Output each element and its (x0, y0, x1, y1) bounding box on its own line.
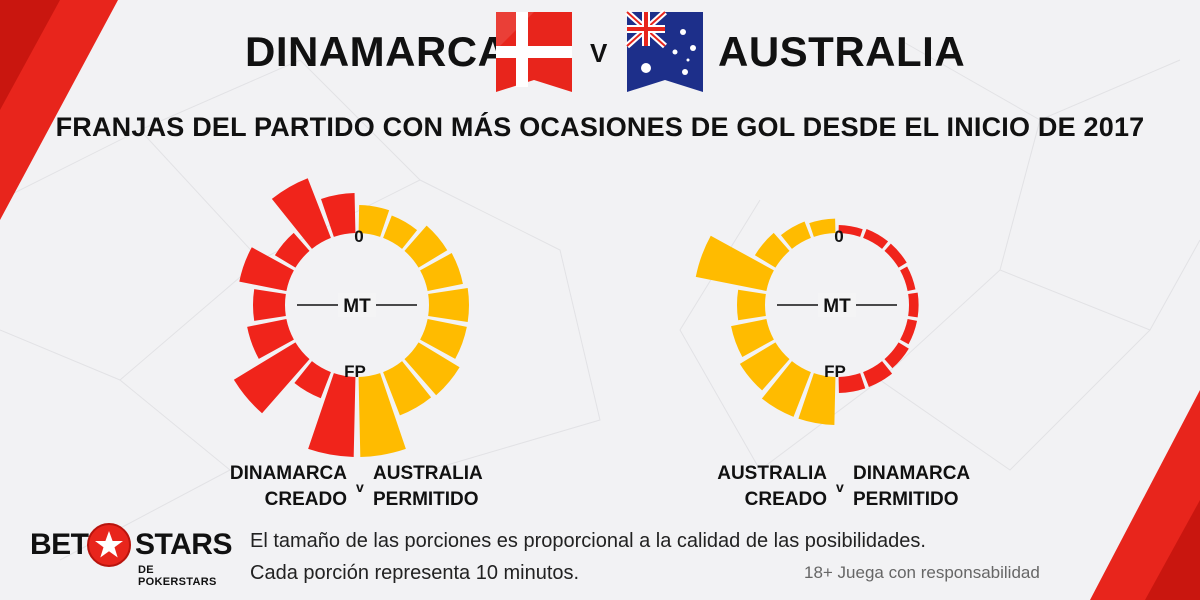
chart1-right-slice-9 (358, 373, 406, 457)
chart1-left-caption-line1: DINAMARCA (229, 463, 347, 484)
chart1-left-slice-1 (320, 193, 356, 237)
chart2-right-caption: DINAMARCA PERMITIDO (853, 461, 970, 513)
versus-label: V (590, 38, 608, 68)
chart2-left-slice-1 (809, 218, 836, 237)
chart2-left-caption: AUSTRALIA CREADO (690, 461, 827, 513)
chart2-right-slice-4 (900, 266, 916, 291)
chart2-right-slice-1 (838, 225, 863, 237)
chart1-right-caption: AUSTRALIA PERMITIDO (373, 461, 483, 513)
chart1-right-slice-3 (404, 225, 448, 268)
chart1-right-slice-1 (358, 205, 390, 237)
logo-stars-text: STARS (135, 528, 232, 561)
chart2-right-caption-line2: PERMITIDO (853, 489, 959, 510)
denmark-flag-icon (496, 12, 572, 92)
chart1-right-slice-5 (428, 287, 470, 323)
chart2-left-slice-6 (731, 319, 774, 357)
chart1-halftime-label-bg (338, 293, 376, 317)
betstars-logo: BET STARS DE POKERSTARS (30, 520, 235, 588)
chart2-caption-vs: v (836, 479, 844, 495)
logo-subtitle: DE POKERSTARS (138, 564, 217, 588)
chart2-start-label: 0 (834, 227, 843, 246)
chart2-left-slice-4 (695, 235, 774, 291)
chart1-right-slice-8 (383, 361, 432, 416)
chart1-left-slice-7 (233, 342, 310, 414)
chart2-left-slice-7 (739, 342, 790, 391)
chart2-end-label: FP (824, 362, 846, 381)
chart2-right-slice-8 (863, 361, 893, 388)
responsible-gaming-notice: 18+ Juega con responsabilidad (804, 563, 1040, 582)
chart2-right-caption-line1: DINAMARCA (853, 463, 971, 484)
chart2-halftime-label: MT (823, 296, 851, 317)
footnote-line1: El tamaño de las porciones es proporcion… (250, 530, 926, 552)
chart2-left-slice-3 (754, 232, 790, 268)
chart2-left-slice-8 (761, 361, 811, 417)
chart1-right-slice-4 (420, 253, 463, 291)
chart1-halftime-label: MT (343, 296, 371, 317)
chart2-left-slice-2 (780, 221, 811, 249)
star-badge-icon (87, 523, 131, 567)
chart1-left-slice-6 (247, 319, 294, 359)
chart1-left-slice-9 (308, 373, 356, 457)
chart2-left-caption-line2: CREADO (744, 489, 827, 510)
chart1-left-caption-line2: CREADO (264, 489, 347, 510)
chart1-end-label: FP (344, 362, 366, 381)
radial-chart-2: 0 MT FP (695, 218, 919, 425)
chart1-right-caption-line2: PERMITIDO (373, 489, 479, 510)
chart1-right-caption-line1: AUSTRALIA (373, 463, 483, 484)
chart2-right-slice-5 (908, 292, 919, 318)
chart1-left-slice-5 (253, 289, 286, 321)
chart2-halftime-label-bg (818, 293, 856, 317)
team2-title: AUSTRALIA (718, 28, 966, 75)
chart2-left-slice-9 (798, 373, 836, 425)
chart1-left-slice-4 (239, 247, 294, 291)
chart1-right-slice-7 (404, 342, 460, 396)
chart2-left-caption-line1: AUSTRALIA (717, 463, 827, 484)
chart2-left-slice-5 (737, 289, 766, 321)
chart1-left-slice-3 (274, 232, 310, 268)
chart1-left-caption: DINAMARCA CREADO (200, 461, 347, 513)
chart1-right-slice-6 (420, 319, 467, 359)
chart2-right-slice-3 (884, 243, 907, 268)
australia-flag-icon (625, 10, 703, 92)
chart1-caption-vs: v (356, 479, 364, 495)
chart1-right-slice-2 (383, 215, 418, 249)
chart1-left-slice-2 (271, 178, 331, 249)
chart2-right-slice-2 (863, 228, 889, 249)
chart1-start-label: 0 (354, 227, 363, 246)
chart2-right-slice-7 (884, 342, 909, 369)
chart2-right-slice-6 (900, 319, 918, 345)
logo-bet-text: BET (30, 528, 89, 561)
chart1-left-slice-8 (294, 361, 331, 399)
chart2-right-slice-9 (838, 373, 866, 393)
corner-accent-bottom-right (1090, 390, 1200, 600)
footnote-line2: Cada porción representa 10 minutos. (250, 562, 580, 584)
chart-subtitle: FRANJAS DEL PARTIDO CON MÁS OCASIONES DE… (55, 112, 1145, 142)
radial-chart-1: 0 MT FP (233, 178, 470, 457)
team1-title: DINAMARCA (245, 28, 509, 75)
